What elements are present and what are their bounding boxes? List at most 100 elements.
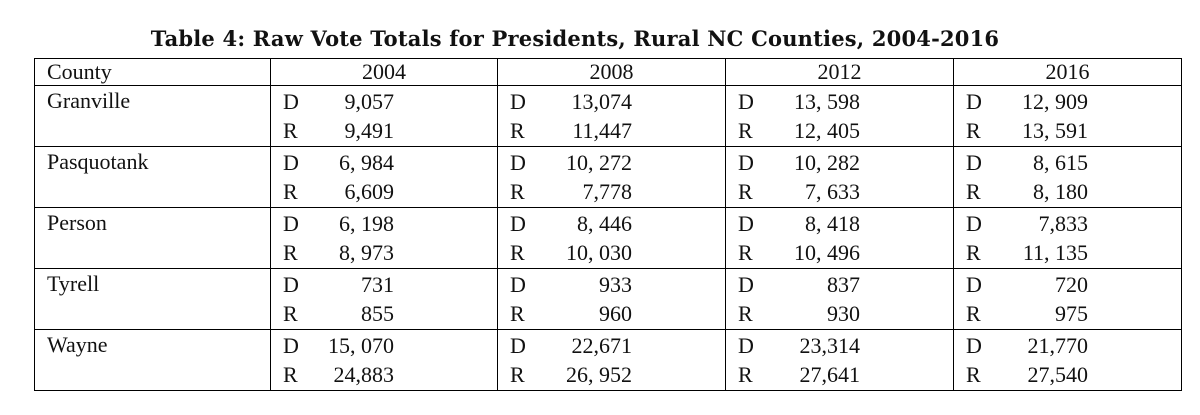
party-d-label: D [966, 211, 982, 236]
party-r-label: R [738, 301, 753, 326]
rep-vote-count: 11, 135 [1022, 240, 1088, 265]
vote-cell: D 6, 198 R 8, 973 [270, 207, 498, 269]
rep-vote-count: 26, 952 [566, 362, 632, 387]
dem-vote-count: 12, 909 [1022, 89, 1088, 114]
party-r-label: R [510, 240, 525, 265]
vote-cell: D 10, 272 R 7,778 [497, 146, 726, 208]
party-r-label: R [738, 240, 753, 265]
party-d-label: D [510, 150, 526, 175]
dem-vote-count: 6, 984 [339, 150, 394, 175]
vote-cell: D 933 R 960 [497, 268, 726, 330]
rep-vote-count: 930 [827, 301, 860, 326]
party-r-label: R [283, 240, 298, 265]
party-d-label: D [966, 333, 982, 358]
dem-vote-count: 731 [361, 272, 394, 297]
dem-vote-count: 23,314 [799, 333, 861, 358]
vote-cell: D 6, 984 R 6,609 [270, 146, 498, 208]
rep-vote-count: 10, 030 [566, 240, 632, 265]
vote-cell: D 15, 070 R 24,883 [270, 329, 498, 391]
party-r-label: R [510, 179, 525, 204]
rep-vote-count: 9,491 [344, 118, 395, 143]
rep-vote-count: 7, 633 [805, 179, 860, 204]
party-r-label: R [966, 118, 981, 143]
county-name: Person [34, 207, 271, 269]
party-d-label: D [966, 272, 982, 297]
dem-vote-count: 9,057 [344, 89, 395, 114]
party-r-label: R [966, 301, 981, 326]
county-name: Wayne [34, 329, 271, 391]
dem-vote-count: 10, 282 [794, 150, 860, 175]
party-r-label: R [738, 118, 753, 143]
dem-vote-count: 22,671 [571, 333, 633, 358]
party-d-label: D [283, 89, 299, 114]
header-2016: 2016 [953, 58, 1182, 86]
party-r-label: R [966, 179, 981, 204]
party-d-label: D [283, 211, 299, 236]
rep-vote-count: 24,883 [333, 362, 395, 387]
vote-cell: D 21,770 R 27,540 [953, 329, 1182, 391]
party-r-label: R [283, 179, 298, 204]
rep-vote-count: 27,641 [799, 362, 861, 387]
dem-vote-count: 6, 198 [339, 211, 394, 236]
vote-cell: D 8, 418 R 10, 496 [725, 207, 954, 269]
party-d-label: D [283, 333, 299, 358]
dem-vote-count: 8, 615 [1033, 150, 1088, 175]
table-title: Table 4: Raw Vote Totals for Presidents,… [150, 26, 1000, 51]
table-row: Pasquotank D 6, 984 R 6,609 D 10, 272 R 7,778 D 10… [34, 146, 1182, 208]
party-d-label: D [966, 150, 982, 175]
vote-totals-table: County 2004 2008 2012 2016 Granville D 9,0… [34, 58, 1182, 391]
rep-vote-count: 855 [361, 301, 394, 326]
vote-cell: D 13, 598 R 12, 405 [725, 85, 954, 147]
party-r-label: R [283, 362, 298, 387]
vote-cell: D 13,074 R 11,447 [497, 85, 726, 147]
party-r-label: R [738, 362, 753, 387]
table-row: Person D 6, 198 R 8, 973 D 8, 446 R 10, 030 D 8, 4… [34, 207, 1182, 269]
rep-vote-count: 8, 973 [339, 240, 394, 265]
party-r-label: R [510, 301, 525, 326]
party-d-label: D [738, 272, 754, 297]
dem-vote-count: 13,074 [571, 89, 633, 114]
vote-cell: D 9,057 R 9,491 [270, 85, 498, 147]
dem-vote-count: 837 [827, 272, 860, 297]
table-row: Wayne D 15, 070 R 24,883 D 22,671 R 26, 952 D 23,3… [34, 329, 1182, 391]
vote-cell: D 22,671 R 26, 952 [497, 329, 726, 391]
table-row: Tyrell D 731 R 855 D 933 R 960 D 837 R 930 D 720 R 975 [34, 268, 1182, 330]
header-2008: 2008 [497, 58, 726, 86]
rep-vote-count: 960 [599, 301, 632, 326]
rep-vote-count: 12, 405 [794, 118, 860, 143]
rep-vote-count: 13, 591 [1022, 118, 1088, 143]
header-2012: 2012 [725, 58, 954, 86]
party-d-label: D [510, 272, 526, 297]
dem-vote-count: 7,833 [1038, 211, 1089, 236]
vote-cell: D 837 R 930 [725, 268, 954, 330]
header-row: County 2004 2008 2012 2016 [34, 58, 1182, 86]
party-r-label: R [966, 240, 981, 265]
dem-vote-count: 933 [599, 272, 632, 297]
vote-cell: D 23,314 R 27,641 [725, 329, 954, 391]
party-r-label: R [966, 362, 981, 387]
party-d-label: D [283, 272, 299, 297]
vote-cell: D 12, 909 R 13, 591 [953, 85, 1182, 147]
rep-vote-count: 10, 496 [794, 240, 860, 265]
vote-cell: D 10, 282 R 7, 633 [725, 146, 954, 208]
party-d-label: D [510, 333, 526, 358]
vote-cell: D 7,833 R 11, 135 [953, 207, 1182, 269]
county-name: Granville [34, 85, 271, 147]
dem-vote-count: 13, 598 [794, 89, 860, 114]
rep-vote-count: 975 [1055, 301, 1088, 326]
party-r-label: R [283, 118, 298, 143]
party-d-label: D [510, 211, 526, 236]
vote-cell: D 720 R 975 [953, 268, 1182, 330]
dem-vote-count: 720 [1055, 272, 1088, 297]
dem-vote-count: 10, 272 [566, 150, 632, 175]
county-name: Pasquotank [34, 146, 271, 208]
table-row: Granville D 9,057 R 9,491 D 13,074 R 11,447 D 13, … [34, 85, 1182, 147]
party-d-label: D [966, 89, 982, 114]
party-d-label: D [283, 150, 299, 175]
rep-vote-count: 8, 180 [1033, 179, 1088, 204]
rep-vote-count: 27,540 [1027, 362, 1089, 387]
vote-cell: D 8, 615 R 8, 180 [953, 146, 1182, 208]
dem-vote-count: 8, 446 [577, 211, 632, 236]
party-d-label: D [738, 89, 754, 114]
vote-cell: D 731 R 855 [270, 268, 498, 330]
